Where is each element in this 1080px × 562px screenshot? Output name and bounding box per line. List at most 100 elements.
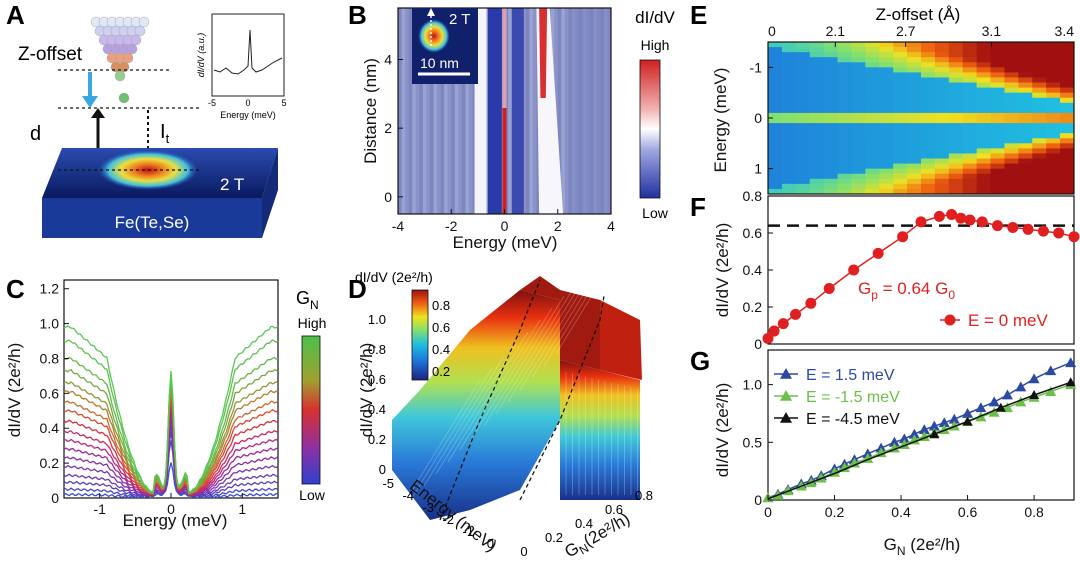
- heat-cell: [809, 87, 825, 94]
- heat-cell: [768, 153, 783, 160]
- g-legend-label: E = 1.5 meV: [806, 367, 895, 384]
- heat-cell: [934, 178, 950, 185]
- panel-e-ytick: 1: [754, 161, 762, 177]
- g-data-point: [908, 428, 920, 439]
- map-column: [529, 8, 534, 214]
- g-data-point: [1001, 389, 1013, 400]
- heat-cell: [795, 97, 811, 104]
- heat-cell: [781, 87, 797, 94]
- f-data-point: [768, 325, 780, 337]
- heat-cell: [823, 188, 839, 195]
- heat-cell: [879, 47, 894, 53]
- heat-cell: [893, 168, 908, 175]
- heat-cell: [976, 107, 992, 114]
- heat-cell: [1032, 97, 1047, 104]
- heat-cell: [976, 82, 992, 89]
- heat-cell: [962, 188, 978, 195]
- heat-cell: [1004, 42, 1019, 48]
- heat-cell: [893, 138, 908, 144]
- heat-cell: [851, 133, 866, 139]
- heat-cell: [990, 102, 1005, 109]
- heat-cell: [948, 82, 964, 89]
- inset-xtick: -5: [208, 98, 216, 108]
- heat-cell: [948, 128, 964, 134]
- heat-cell: [1004, 188, 1019, 195]
- heat-cell: [962, 57, 978, 63]
- heat-cell: [781, 183, 797, 190]
- heat-cell: [990, 118, 1005, 124]
- heat-cell: [781, 123, 797, 129]
- heat-cell: [795, 102, 811, 109]
- gn-curve: [63, 431, 279, 498]
- heat-cell: [851, 138, 866, 144]
- heat-cell: [879, 87, 894, 94]
- heat-cell: [823, 82, 839, 89]
- panel-b-xtick: 2: [554, 218, 562, 234]
- f-data-point: [915, 216, 927, 228]
- g-series-line: [767, 381, 1071, 500]
- heat-cell: [768, 123, 783, 129]
- heat-cell: [962, 183, 978, 190]
- panel-g: G 0 0.2 0.4 0.6 0.8 0 0.5 1.0 dI/dV (2e²/h) GN …: [690, 346, 1077, 558]
- sample-front-face: [42, 198, 262, 238]
- heat-cell: [934, 148, 950, 154]
- heat-cell: [879, 102, 894, 109]
- panel-c-ylabel: dI/dV (2e²/h): [5, 343, 24, 438]
- map-column: [458, 8, 463, 214]
- heat-cell: [781, 62, 797, 68]
- heat-cell: [823, 97, 839, 104]
- g-data-point: [1001, 402, 1013, 413]
- heat-cell: [768, 112, 783, 119]
- map-column: [525, 8, 530, 214]
- heat-cell: [962, 77, 978, 84]
- heat-cell: [809, 153, 825, 160]
- heat-cell: [795, 133, 811, 139]
- heat-cell: [976, 128, 992, 134]
- heat-cell: [851, 102, 866, 109]
- heat-cell: [934, 123, 950, 129]
- heat-cell: [921, 173, 936, 180]
- heat-cell: [1004, 82, 1019, 89]
- heat-cell: [893, 47, 908, 53]
- d-label: d: [30, 123, 41, 145]
- panel-c-ytick: 0.6: [40, 385, 60, 401]
- heat-cell: [865, 87, 880, 94]
- heat-cell: [934, 87, 950, 94]
- heat-cell: [851, 153, 866, 160]
- heat-cell: [1018, 133, 1033, 139]
- heat-cell: [851, 82, 866, 89]
- heat-cell: [823, 87, 839, 94]
- heat-cell: [1032, 107, 1047, 114]
- heat-cell: [809, 158, 825, 165]
- heat-cell: [934, 153, 950, 160]
- heat-cell: [851, 158, 866, 165]
- heat-cell: [851, 52, 866, 58]
- heat-cell: [879, 112, 894, 119]
- map-column: [401, 8, 406, 214]
- heat-cell: [1046, 158, 1061, 165]
- heat-cell: [823, 168, 839, 175]
- heat-cell: [976, 158, 992, 165]
- mesh-line: [507, 271, 589, 403]
- heat-cell: [948, 118, 964, 124]
- heat-cell: [962, 42, 978, 48]
- heat-cell: [837, 138, 852, 144]
- panel-a: A dI/dV (a.u.) -5 0 5 Energy (meV) Z-off…: [6, 0, 287, 238]
- heat-cell: [837, 107, 852, 114]
- heat-cell: [823, 52, 839, 58]
- map-column: [568, 8, 573, 214]
- heat-cell: [934, 138, 950, 144]
- heat-cell: [962, 52, 978, 58]
- panel-letter-b: B: [348, 0, 367, 30]
- g-data-point: [975, 402, 987, 413]
- heat-cell: [921, 138, 936, 144]
- z-offset-label: Z-offset: [18, 44, 83, 65]
- panel-letter-g: G: [690, 346, 710, 376]
- heat-cell: [865, 178, 880, 185]
- heat-cell: [907, 42, 922, 48]
- heat-cell: [934, 163, 950, 170]
- heat-cell: [990, 47, 1005, 53]
- heat-cell: [879, 62, 894, 68]
- heat-cell: [865, 57, 880, 63]
- heat-cell: [768, 183, 783, 190]
